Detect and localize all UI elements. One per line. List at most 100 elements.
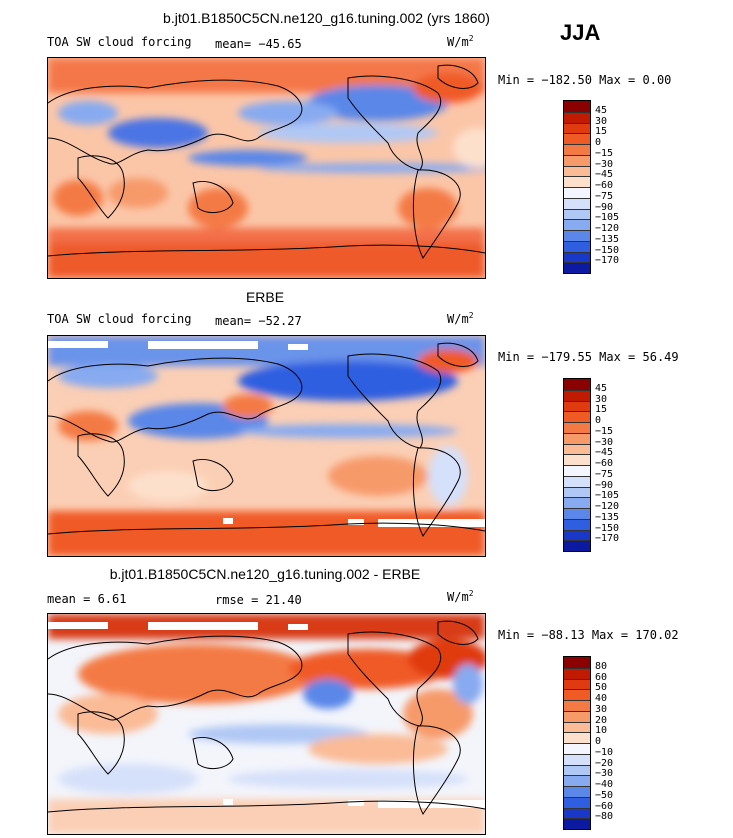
colorbar-tick-label: −135 [595,233,620,245]
colorbar-cell [564,411,590,422]
colorbar-tick-label: 45 [595,104,608,116]
panel1-minmax: Min = −182.50 Max = 0.00 [498,73,672,87]
colorbar-tick-label: −15 [595,147,614,159]
colorbar-tick-label: −60 [595,180,614,191]
colorbar-cell [564,111,590,123]
colorbar-tick-label: −120 [595,223,620,234]
colorbar-cell [564,400,590,412]
colorbar-cell [564,743,590,754]
colorbar-cell [564,700,590,711]
colorbar-cell [564,154,590,166]
colorbar-tick-label: 60 [595,671,608,683]
colorbar-cell [564,508,590,519]
colorbar-tick-label: −170 [595,255,620,267]
panel2-units: W/m2 [447,311,474,326]
panel3-mean: mean = 6.61 [47,592,127,606]
panel1-map [47,57,486,279]
colorbar-cell [564,122,590,134]
colorbar-tick-label: −30 [595,768,614,780]
panel1-coastlines [48,64,485,259]
colorbar-tick-label: −90 [595,479,614,491]
colorbar-tick-label: −30 [595,158,614,170]
colorbar-tick-label: 30 [595,393,608,405]
panel3-rmse: rmse = 21.40 [215,593,302,607]
colorbar-tick-label: 30 [595,115,608,127]
colorbar-cell [564,133,590,144]
panel2-field-label: TOA SW cloud forcing [47,312,192,326]
panel3-coastlines [48,620,485,815]
colorbar-cell [564,454,590,465]
colorbar-cell [564,197,590,209]
colorbar-tick-label: −30 [595,436,614,448]
colorbar-cell [564,796,590,808]
colorbar-tick-label: 15 [595,126,608,138]
panel1-colorbar [563,100,591,274]
panel2-map [47,335,486,557]
colorbar-tick-label: 30 [595,703,608,715]
panel3-units: W/m2 [447,589,474,604]
season-label: JJA [560,20,601,45]
panel3-missing-data [48,622,485,808]
panel3-colorbar [563,656,591,830]
colorbar-cell [564,678,590,690]
colorbar-tick-label: −15 [595,425,614,437]
panel2-field-pattern [48,336,485,556]
colorbar-tick-label: 40 [595,693,608,704]
panel2-coastlines [48,342,485,537]
panel2-colorbar [563,378,591,552]
colorbar-cell [564,775,590,786]
colorbar-tick-label: −135 [595,511,620,523]
colorbar-cell [564,689,590,700]
colorbar-cell [564,475,590,487]
colorbar-cell [564,187,590,198]
panel1-field-pattern [48,58,485,278]
colorbar-tick-label: −60 [595,458,614,469]
colorbar-cell [564,764,590,776]
colorbar-cell [564,262,590,273]
colorbar-cell [564,432,590,444]
colorbar-cell [564,753,590,765]
colorbar-tick-label: 50 [595,682,608,694]
colorbar-cell [564,529,590,541]
colorbar-cell [564,176,590,187]
colorbar-tick-label: 0 [595,415,602,426]
colorbar-cell [564,786,590,797]
colorbar-cell [564,144,590,155]
colorbar-cell [564,540,590,551]
colorbar-tick-label: −105 [595,212,620,224]
colorbar-tick-label: −45 [595,447,614,459]
panel2-minmax: Min = −179.55 Max = 56.49 [498,350,679,364]
colorbar-cell [564,465,590,476]
colorbar-tick-label: −40 [595,779,614,790]
colorbar-cell [564,807,590,819]
panel2-title: ERBE [245,289,285,305]
colorbar-tick-label: −170 [595,533,620,545]
panel3-minmax: Min = −88.13 Max = 170.02 [498,628,679,642]
colorbar-tick-label: −150 [595,244,620,256]
colorbar-tick-label: 15 [595,404,608,416]
colorbar-tick-label: 0 [595,736,602,747]
colorbar-tick-label: −90 [595,201,614,213]
colorbar-tick-label: −45 [595,169,614,181]
colorbar-tick-label: −80 [595,811,614,823]
colorbar-cell [564,667,590,679]
colorbar-tick-label: 0 [595,137,602,148]
colorbar-tick-label: 10 [595,725,608,737]
panel3-map [47,613,486,835]
colorbar-cell [564,818,590,829]
colorbar-tick-label: −120 [595,501,620,512]
colorbar-cell [564,486,590,498]
panel3-title: b.jt01.B1850C5CN.ne120_g16.tuning.002 - … [109,566,421,582]
colorbar-cell [564,389,590,401]
colorbar-cell [564,497,590,508]
colorbar-cell [564,240,590,252]
colorbar-cell [564,219,590,230]
colorbar-cell [564,101,590,112]
panel1-mean: mean= −45.65 [215,37,302,51]
colorbar-tick-label: −75 [595,190,614,202]
colorbar-tick-label: −60 [595,800,614,812]
colorbar-cell [564,165,590,177]
colorbar-tick-label: −10 [595,746,614,758]
colorbar-tick-label: −105 [595,490,620,502]
colorbar-cell [564,443,590,455]
